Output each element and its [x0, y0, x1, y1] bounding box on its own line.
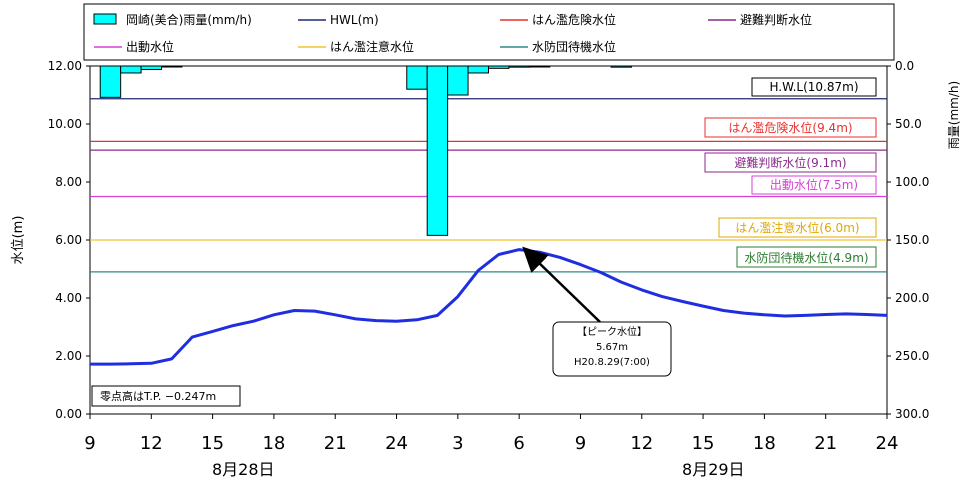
legend-label: HWL(m) — [330, 13, 379, 27]
peak-value: 5.67m — [596, 342, 628, 353]
y-right-tick-label: 100.0 — [895, 175, 929, 189]
rainfall-bar — [488, 65, 510, 69]
legend-label: 水防団待機水位 — [532, 39, 616, 54]
x-tick-label: 12 — [140, 433, 163, 454]
rainfall-bars — [99, 65, 633, 236]
rainfall-bar — [426, 65, 449, 236]
legend-swatch — [93, 13, 117, 25]
y-left-tick-label: 0.00 — [55, 407, 82, 421]
peak-annotation: 【ピーク水位】 5.67m H20.8.29(7:00) — [522, 246, 672, 377]
legend-label: 岡崎(美合)雨量(mm/h) — [126, 12, 252, 27]
y-left-tick-label: 4.00 — [55, 291, 82, 305]
legend-label: はん濫危険水位 — [532, 12, 616, 27]
threshold-label-standby: 水防団待機水位(4.9m) — [744, 250, 868, 265]
threshold-label-box-danger — [704, 117, 877, 138]
right-axis: 0.0 50.0 100.0 150.0 200.0 250.0 300.0 — [887, 59, 929, 421]
y-right-tick-label: 0.0 — [895, 59, 914, 73]
rainfall-bar — [610, 65, 633, 68]
water-level-series — [90, 248, 888, 366]
y-right-tick-label: 300.0 — [895, 407, 929, 421]
y-right-tick-label: 200.0 — [895, 291, 929, 305]
rainfall-bar — [120, 65, 142, 74]
threshold-lines — [90, 98, 887, 273]
x-tick-label: 12 — [630, 433, 653, 454]
rainfall-bar — [99, 65, 122, 98]
y-left-tick-label: 6.00 — [55, 233, 82, 247]
x-tick-label: 3 — [452, 433, 463, 454]
x-tick-label: 6 — [513, 433, 524, 454]
threshold-label-hwl: H.W.L(10.87m) — [769, 80, 858, 94]
threshold-label-box-caution — [718, 217, 877, 238]
peak-date: H20.8.29(7:00) — [574, 357, 650, 368]
rainfall-bar — [447, 65, 469, 96]
rainfall-bar — [508, 65, 530, 68]
threshold-label-caution: はん濫注意水位(6.0m) — [735, 220, 859, 235]
y-right-tick-label: 150.0 — [895, 233, 929, 247]
x-tick-label: 21 — [814, 433, 837, 454]
rainfall-bar — [467, 65, 490, 74]
x-tick-label: 24 — [385, 433, 408, 454]
threshold-labels: H.W.L(10.87m) はん濫危険水位(9.4m) 避難判断水位(9.1m) 出動… — [704, 77, 877, 268]
threshold-label-box-evac — [704, 152, 877, 173]
peak-title: 【ピーク水位】 — [577, 325, 647, 338]
x-tick-label: 24 — [876, 433, 899, 454]
threshold-label-box-dispatch — [751, 175, 877, 195]
y-left-label: 水位(m) — [11, 216, 26, 265]
x-tick-label: 18 — [753, 433, 776, 454]
x-tick-label: 9 — [84, 433, 95, 454]
legend-label: はん濫注意水位 — [330, 39, 414, 54]
threshold-label-box-hwl — [751, 77, 877, 97]
y-left-tick-label: 8.00 — [55, 175, 82, 189]
legend-box — [83, 3, 895, 61]
threshold-label-evac: 避難判断水位(9.1m) — [734, 155, 846, 170]
threshold-label-dispatch: 出動水位(7.5m) — [770, 177, 858, 192]
y-right-tick-label: 50.0 — [895, 117, 922, 131]
legend-label: 出動水位 — [126, 39, 174, 54]
threshold-label-box-standby — [736, 246, 877, 268]
zero-note: 零点高はT.P. −0.247m — [100, 389, 216, 403]
x-tick-label: 18 — [262, 433, 285, 454]
x-tick-label: 21 — [324, 433, 347, 454]
peak-arrow — [522, 246, 601, 323]
legend-label: 避難判断水位 — [740, 12, 812, 27]
water-level-line — [90, 248, 888, 366]
rainfall-bar — [161, 65, 183, 68]
y-left-tick-label: 2.00 — [55, 349, 82, 363]
rainfall-bar — [528, 65, 551, 68]
threshold-label-danger: はん濫危険水位(9.4m) — [728, 120, 852, 135]
rainfall-bar — [140, 65, 163, 70]
zero-note-box — [91, 385, 241, 407]
y-right-tick-label: 250.0 — [895, 349, 929, 363]
peak-box — [552, 321, 672, 377]
x-date-label: 8月28日 — [212, 460, 275, 479]
x-tick-label: 9 — [575, 433, 586, 454]
y-right-label: 雨量(mm/h) — [947, 81, 961, 149]
rainfall-bar — [406, 65, 428, 90]
y-left-tick-label: 12.00 — [48, 59, 82, 73]
x-axis: 9 12 15 18 21 24 3 6 9 12 15 18 21 24 8月28日 8月29日 — [84, 414, 898, 479]
left-axis: 0.00 2.00 4.00 6.00 8.00 10.00 12.00 — [48, 59, 90, 421]
y-left-tick-label: 10.00 — [48, 117, 82, 131]
x-tick-label: 15 — [692, 433, 715, 454]
x-date-label: 8月29日 — [682, 460, 745, 479]
x-tick-label: 15 — [201, 433, 224, 454]
